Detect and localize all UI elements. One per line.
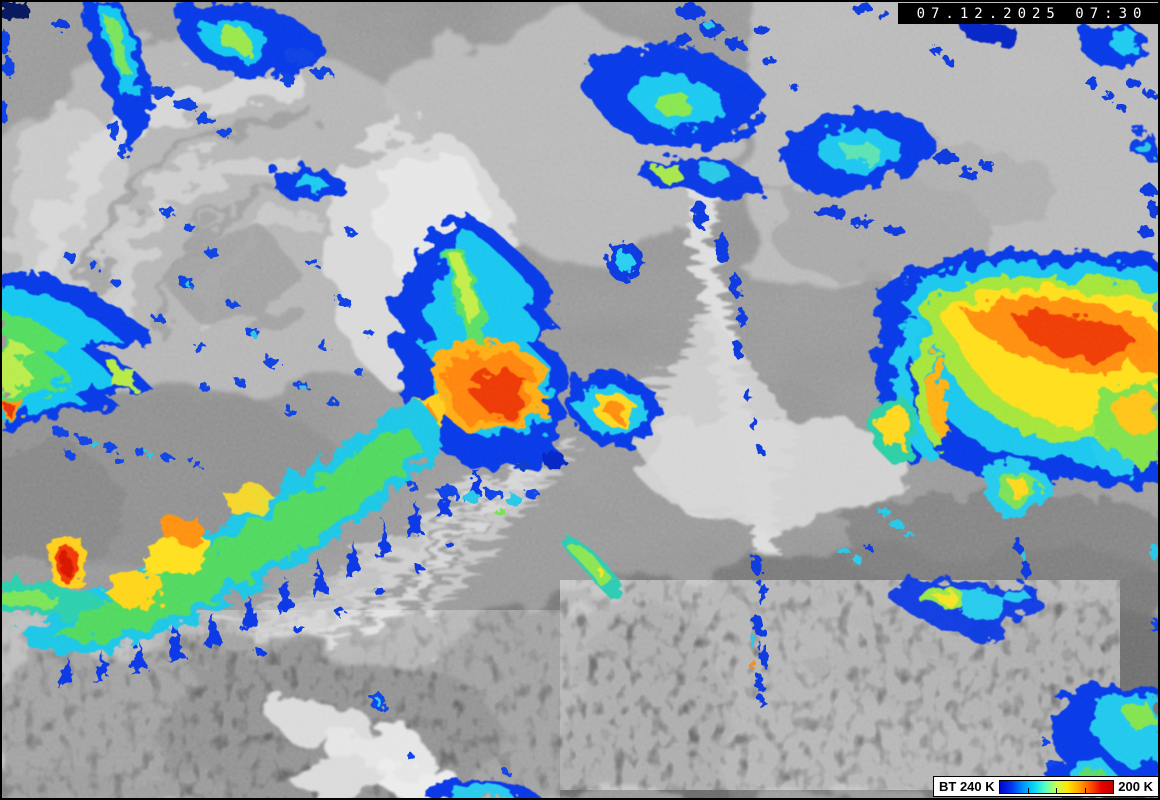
colorbar-tick	[1028, 787, 1030, 793]
colorbar-tick	[1084, 787, 1086, 793]
timestamp-bar: 07.12.2025 07:30	[898, 3, 1160, 24]
colorbar-max-label: 200 K	[1118, 779, 1153, 794]
timestamp-text: 07.12.2025 07:30	[916, 5, 1148, 22]
colorbar-tick	[1056, 787, 1058, 793]
colorbar-gradient	[998, 779, 1115, 794]
colorbar: BT 240 K 200 K	[933, 776, 1159, 797]
colorbar-min-label: BT 240 K	[939, 779, 995, 794]
